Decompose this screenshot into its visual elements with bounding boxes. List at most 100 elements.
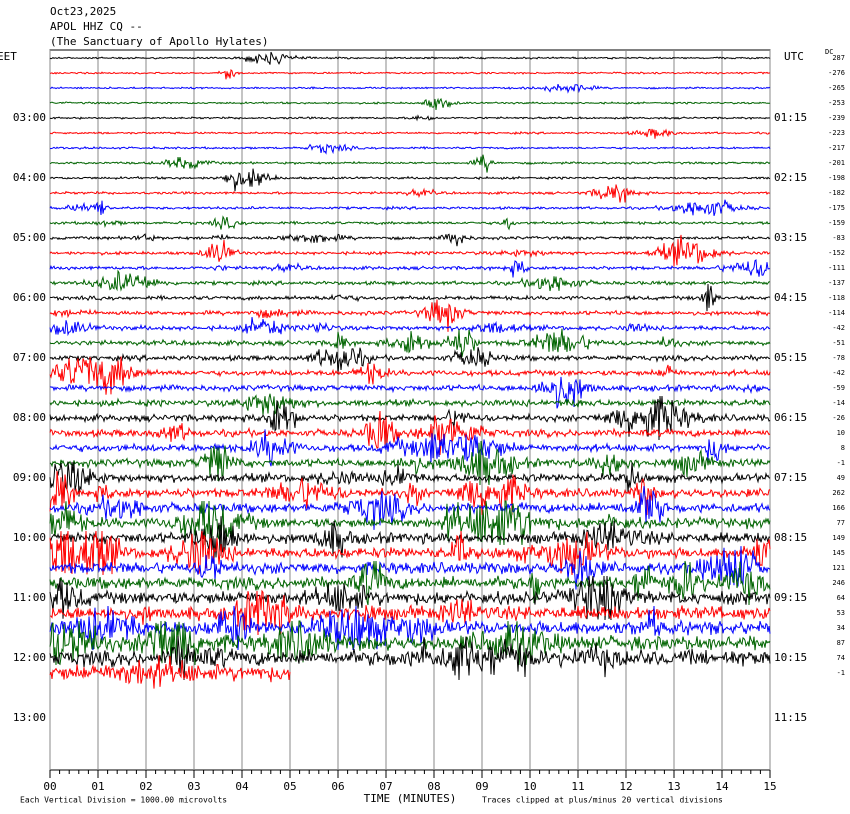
dc-offset: 287 <box>832 54 845 62</box>
dc-offset: 53 <box>837 609 845 617</box>
dc-offset: -253 <box>828 99 845 107</box>
trace <box>49 655 291 689</box>
dc-offset: -201 <box>828 159 845 167</box>
trace <box>50 69 771 80</box>
trace <box>49 154 771 173</box>
dc-offset: 262 <box>832 489 845 497</box>
trace <box>49 234 771 267</box>
trace <box>49 395 771 441</box>
dc-offset: -1 <box>837 459 845 467</box>
x-tick-label: 14 <box>715 780 729 793</box>
x-tick-label: 13 <box>667 780 680 793</box>
dc-offset: 246 <box>832 579 845 587</box>
x-tick-label: 03 <box>187 780 200 793</box>
x-tick-label: 01 <box>91 780 104 793</box>
left-hour: 05:00 <box>13 231 46 244</box>
dc-offset: -51 <box>832 339 845 347</box>
trace <box>49 620 771 666</box>
trace <box>49 143 771 155</box>
dc-offset: -159 <box>828 219 845 227</box>
trace <box>49 393 771 416</box>
left-hour: 09:00 <box>13 471 46 484</box>
dc-offset: 77 <box>837 519 845 527</box>
dc-offset: 166 <box>832 504 845 512</box>
x-tick-label: 11 <box>571 780 584 793</box>
x-tick-label: 15 <box>763 780 776 793</box>
dc-offset: 149 <box>832 534 845 542</box>
trace <box>49 605 771 651</box>
left-hour: 07:00 <box>13 351 46 364</box>
trace <box>49 500 771 546</box>
trace <box>49 114 771 122</box>
dc-offset: -217 <box>828 144 845 152</box>
right-hour: 03:15 <box>774 231 807 244</box>
dc-offset: 64 <box>837 594 845 602</box>
trace <box>49 128 771 139</box>
dc-offset: -276 <box>828 69 845 77</box>
dc-offset: -78 <box>832 354 845 362</box>
trace <box>49 376 771 409</box>
dc-offset: -265 <box>828 84 845 92</box>
clip-note: Traces clipped at plus/minus 20 vertical… <box>482 796 723 805</box>
right-hour: 07:15 <box>774 471 807 484</box>
right-zone: UTC <box>784 50 804 63</box>
trace <box>49 259 771 278</box>
dc-offset: -118 <box>828 294 845 302</box>
left-hour: 03:00 <box>13 111 46 124</box>
right-hour: 09:15 <box>774 591 807 604</box>
dc-offset: 87 <box>837 639 845 647</box>
x-tick-label: 09 <box>475 780 488 793</box>
trace <box>49 356 771 395</box>
left-hour: 04:00 <box>13 171 46 184</box>
left-hour: 10:00 <box>13 531 46 544</box>
left-hour: 08:00 <box>13 411 46 424</box>
trace <box>49 184 771 203</box>
dc-offset: 121 <box>832 564 845 572</box>
dc-offset: -152 <box>828 249 845 257</box>
left-hour: 06:00 <box>13 291 46 304</box>
x-tick-label: 10 <box>523 780 536 793</box>
left-hour: 12:00 <box>13 651 46 664</box>
dc-offset: -83 <box>832 234 845 242</box>
dc-offset: -1 <box>837 669 845 677</box>
dc-offset: 10 <box>837 429 845 437</box>
dc-offset: -175 <box>828 204 845 212</box>
trace <box>49 440 771 486</box>
trace <box>49 589 771 636</box>
dc-offset: 74 <box>837 654 845 662</box>
dc-offset: -111 <box>828 264 845 272</box>
trace <box>49 635 771 681</box>
dc-offset: -14 <box>832 399 845 407</box>
trace <box>49 168 771 192</box>
trace <box>49 97 771 110</box>
trace <box>49 429 771 467</box>
x-tick-label: 04 <box>235 780 249 793</box>
trace <box>49 575 771 621</box>
dc-offset: 145 <box>832 549 845 557</box>
trace <box>49 317 771 337</box>
dc-offset: -198 <box>828 174 845 182</box>
x-tick-label: 00 <box>43 780 56 793</box>
trace <box>49 530 771 576</box>
right-hour: 02:15 <box>774 171 807 184</box>
trace <box>49 328 771 358</box>
dc-offset: -137 <box>828 279 845 287</box>
scale-note: Each Vertical Division = 1000.00 microvo… <box>20 796 227 805</box>
trace <box>49 410 771 456</box>
left-hour: 13:00 <box>13 711 46 724</box>
station: APOL HHZ CQ -- <box>50 20 143 33</box>
trace <box>49 516 771 559</box>
site: (The Sanctuary of Apollo Hylates) <box>50 35 269 48</box>
date: Oct23,2025 <box>50 5 116 18</box>
x-tick-label: 12 <box>619 780 632 793</box>
trace <box>49 560 771 606</box>
trace <box>49 215 771 231</box>
x-tick-label: 07 <box>379 780 392 793</box>
dc-offset: -239 <box>828 114 845 122</box>
dc-offset: 8 <box>841 444 845 452</box>
left-hour: 11:00 <box>13 591 46 604</box>
trace <box>49 299 771 332</box>
trace <box>49 51 771 65</box>
dc-offset: -59 <box>832 384 845 392</box>
